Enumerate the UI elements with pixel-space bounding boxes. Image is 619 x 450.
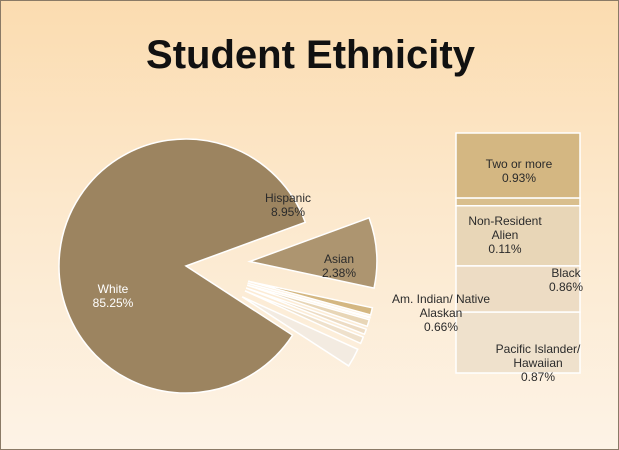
pie-slice-black [246,284,371,328]
bar-segment-pacific-islander-hawaiian [455,311,581,374]
bar-segment-two-or-more [455,132,581,199]
pie-label-asian: Asian 2.38% [322,252,356,280]
pie-slice-hispanic [247,216,378,289]
pie-slice-white [58,138,307,394]
pie-slice-pacific-islander-hawaiian [244,290,365,345]
pie-slice-non-resident-alien [247,282,371,319]
bar-segment-black [455,205,581,267]
bar-segment-non-resident-alien [455,197,581,207]
pie-slice-am-indian-native-alaskan [245,287,368,336]
bar-label-am-indian-native-alaskan: Am. Indian/ Native Alaskan 0.66% [392,292,490,334]
slide-title: Student Ethnicity [146,33,475,77]
pie-label-hispanic: Hispanic 8.95% [265,191,311,219]
pie-slice-two-or-more [247,280,374,316]
bar-label-non-resident-alien: Non-Resident Alien 0.11% [468,214,542,256]
bar-label-black: Black 0.86% [549,266,583,294]
pie-slice-asian [241,296,359,367]
pie-label-white: White 85.25% [93,282,134,310]
bar-label-pacific-islander-hawaiian: Pacific Islander/Hawaiian 0.87% [496,342,581,384]
bar-label-two-or-more: Two or more 0.93% [486,157,553,185]
bar-segment-am-indian-native-alaskan [455,265,581,313]
